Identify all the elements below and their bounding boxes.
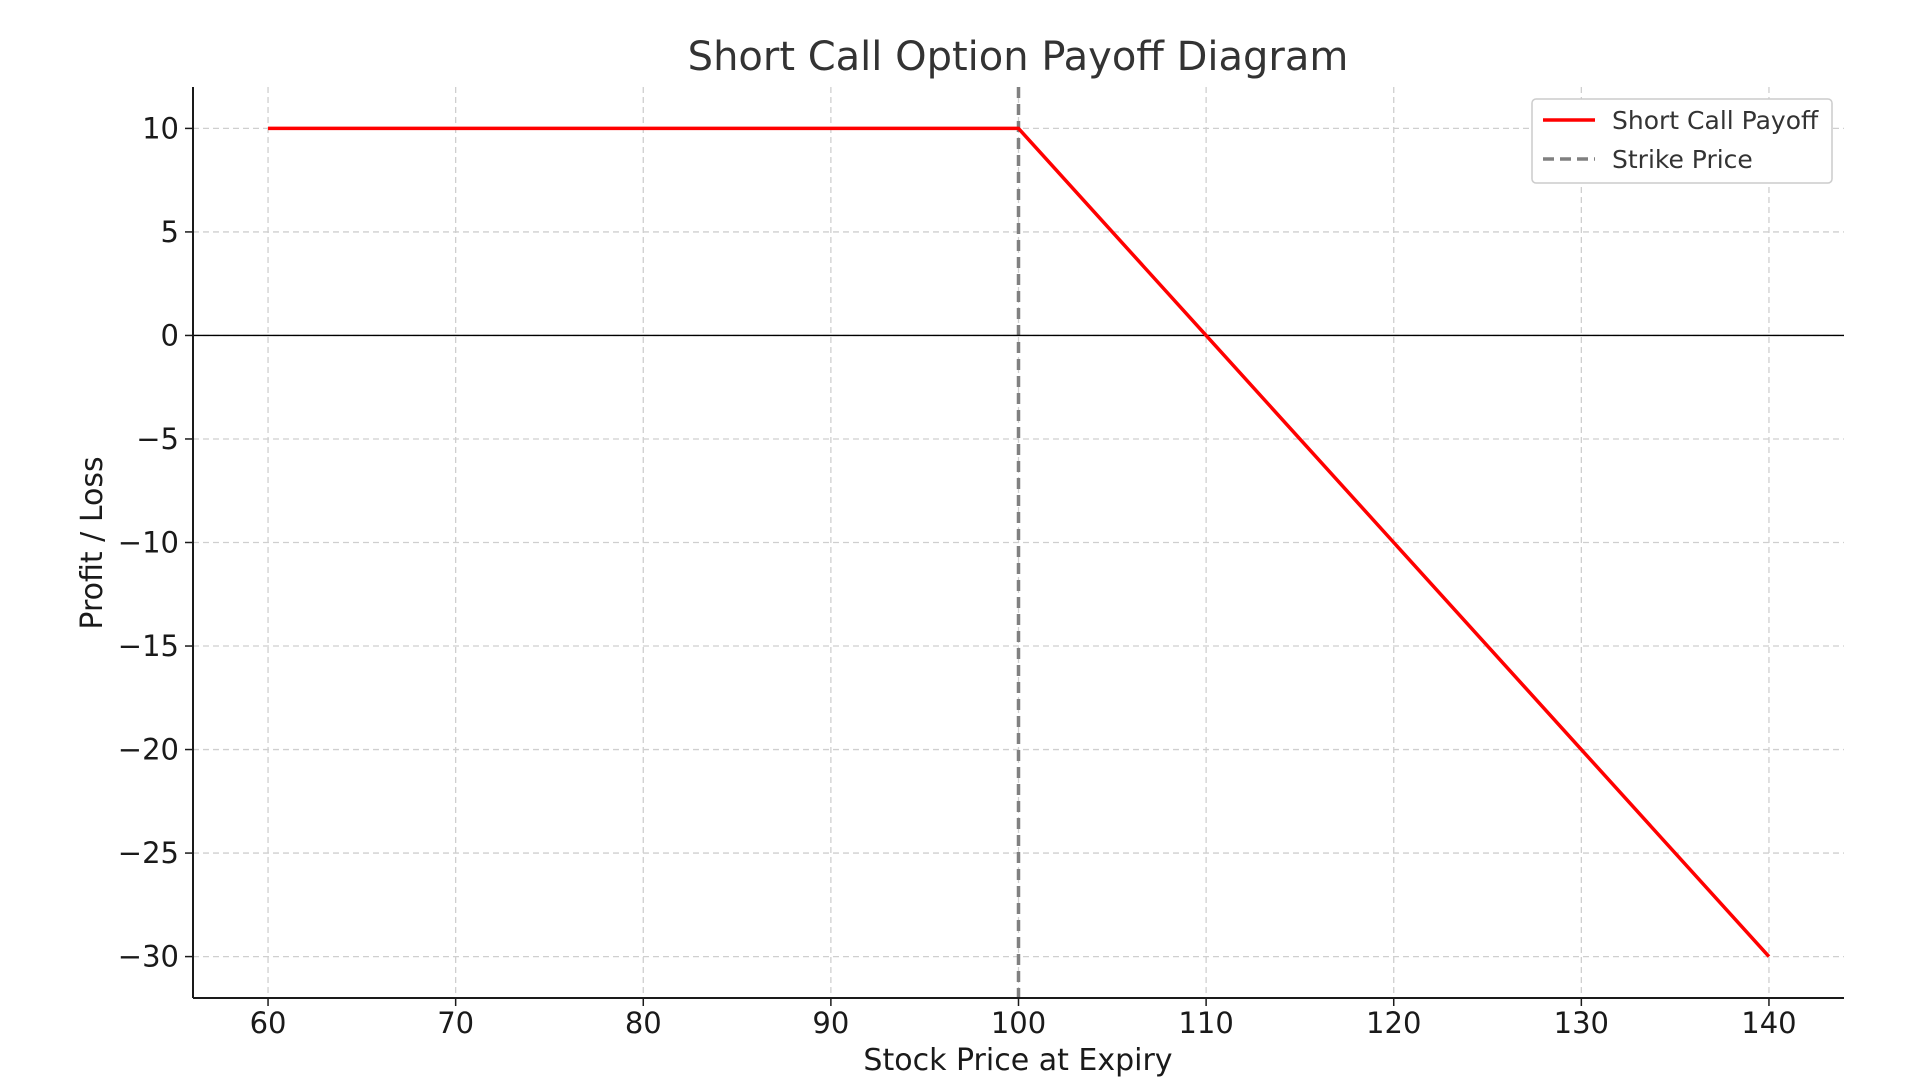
short-call-payoff-line (268, 126, 1771, 958)
x-tick-label: 100 (991, 1006, 1046, 1040)
y-tick-labels: 10 5 0 −5 −10 −15 −20 −25 −30 (118, 111, 179, 973)
legend-label-short-call: Short Call Payoff (1612, 106, 1819, 135)
y-tick-label: 5 (161, 215, 179, 249)
x-tick-labels: 60 70 80 90 100 110 120 130 140 (250, 1006, 1797, 1040)
series-lines (268, 126, 1771, 958)
y-tick-label: −25 (118, 836, 179, 870)
x-tick-label: 90 (812, 1006, 849, 1040)
x-tick-label: 120 (1366, 1006, 1421, 1040)
legend-label-strike-price: Strike Price (1612, 145, 1753, 174)
y-tick-label: −20 (118, 733, 179, 767)
x-axis-label: Stock Price at Expiry (863, 1043, 1172, 1078)
y-tick-label: 10 (142, 111, 179, 145)
x-tick-label: 80 (625, 1006, 662, 1040)
y-tick-label: −5 (136, 422, 179, 456)
x-tick-label: 130 (1554, 1006, 1609, 1040)
y-tick-label: −30 (118, 940, 179, 974)
y-axis-label: Profit / Loss (75, 456, 110, 629)
reference-lines (193, 87, 1844, 998)
axes (185, 87, 1844, 1006)
x-tick-label: 140 (1741, 1006, 1796, 1040)
y-tick-label: 0 (161, 318, 179, 352)
chart-title: Short Call Option Payoff Diagram (688, 34, 1349, 80)
x-tick-label: 70 (437, 1006, 474, 1040)
x-tick-label: 60 (250, 1006, 287, 1040)
y-tick-label: −15 (118, 629, 179, 663)
x-tick-label: 110 (1178, 1006, 1233, 1040)
legend-box (1531, 98, 1833, 184)
legend: Short Call Payoff Strike Price (1531, 98, 1833, 184)
y-tick-label: −10 (118, 526, 179, 560)
